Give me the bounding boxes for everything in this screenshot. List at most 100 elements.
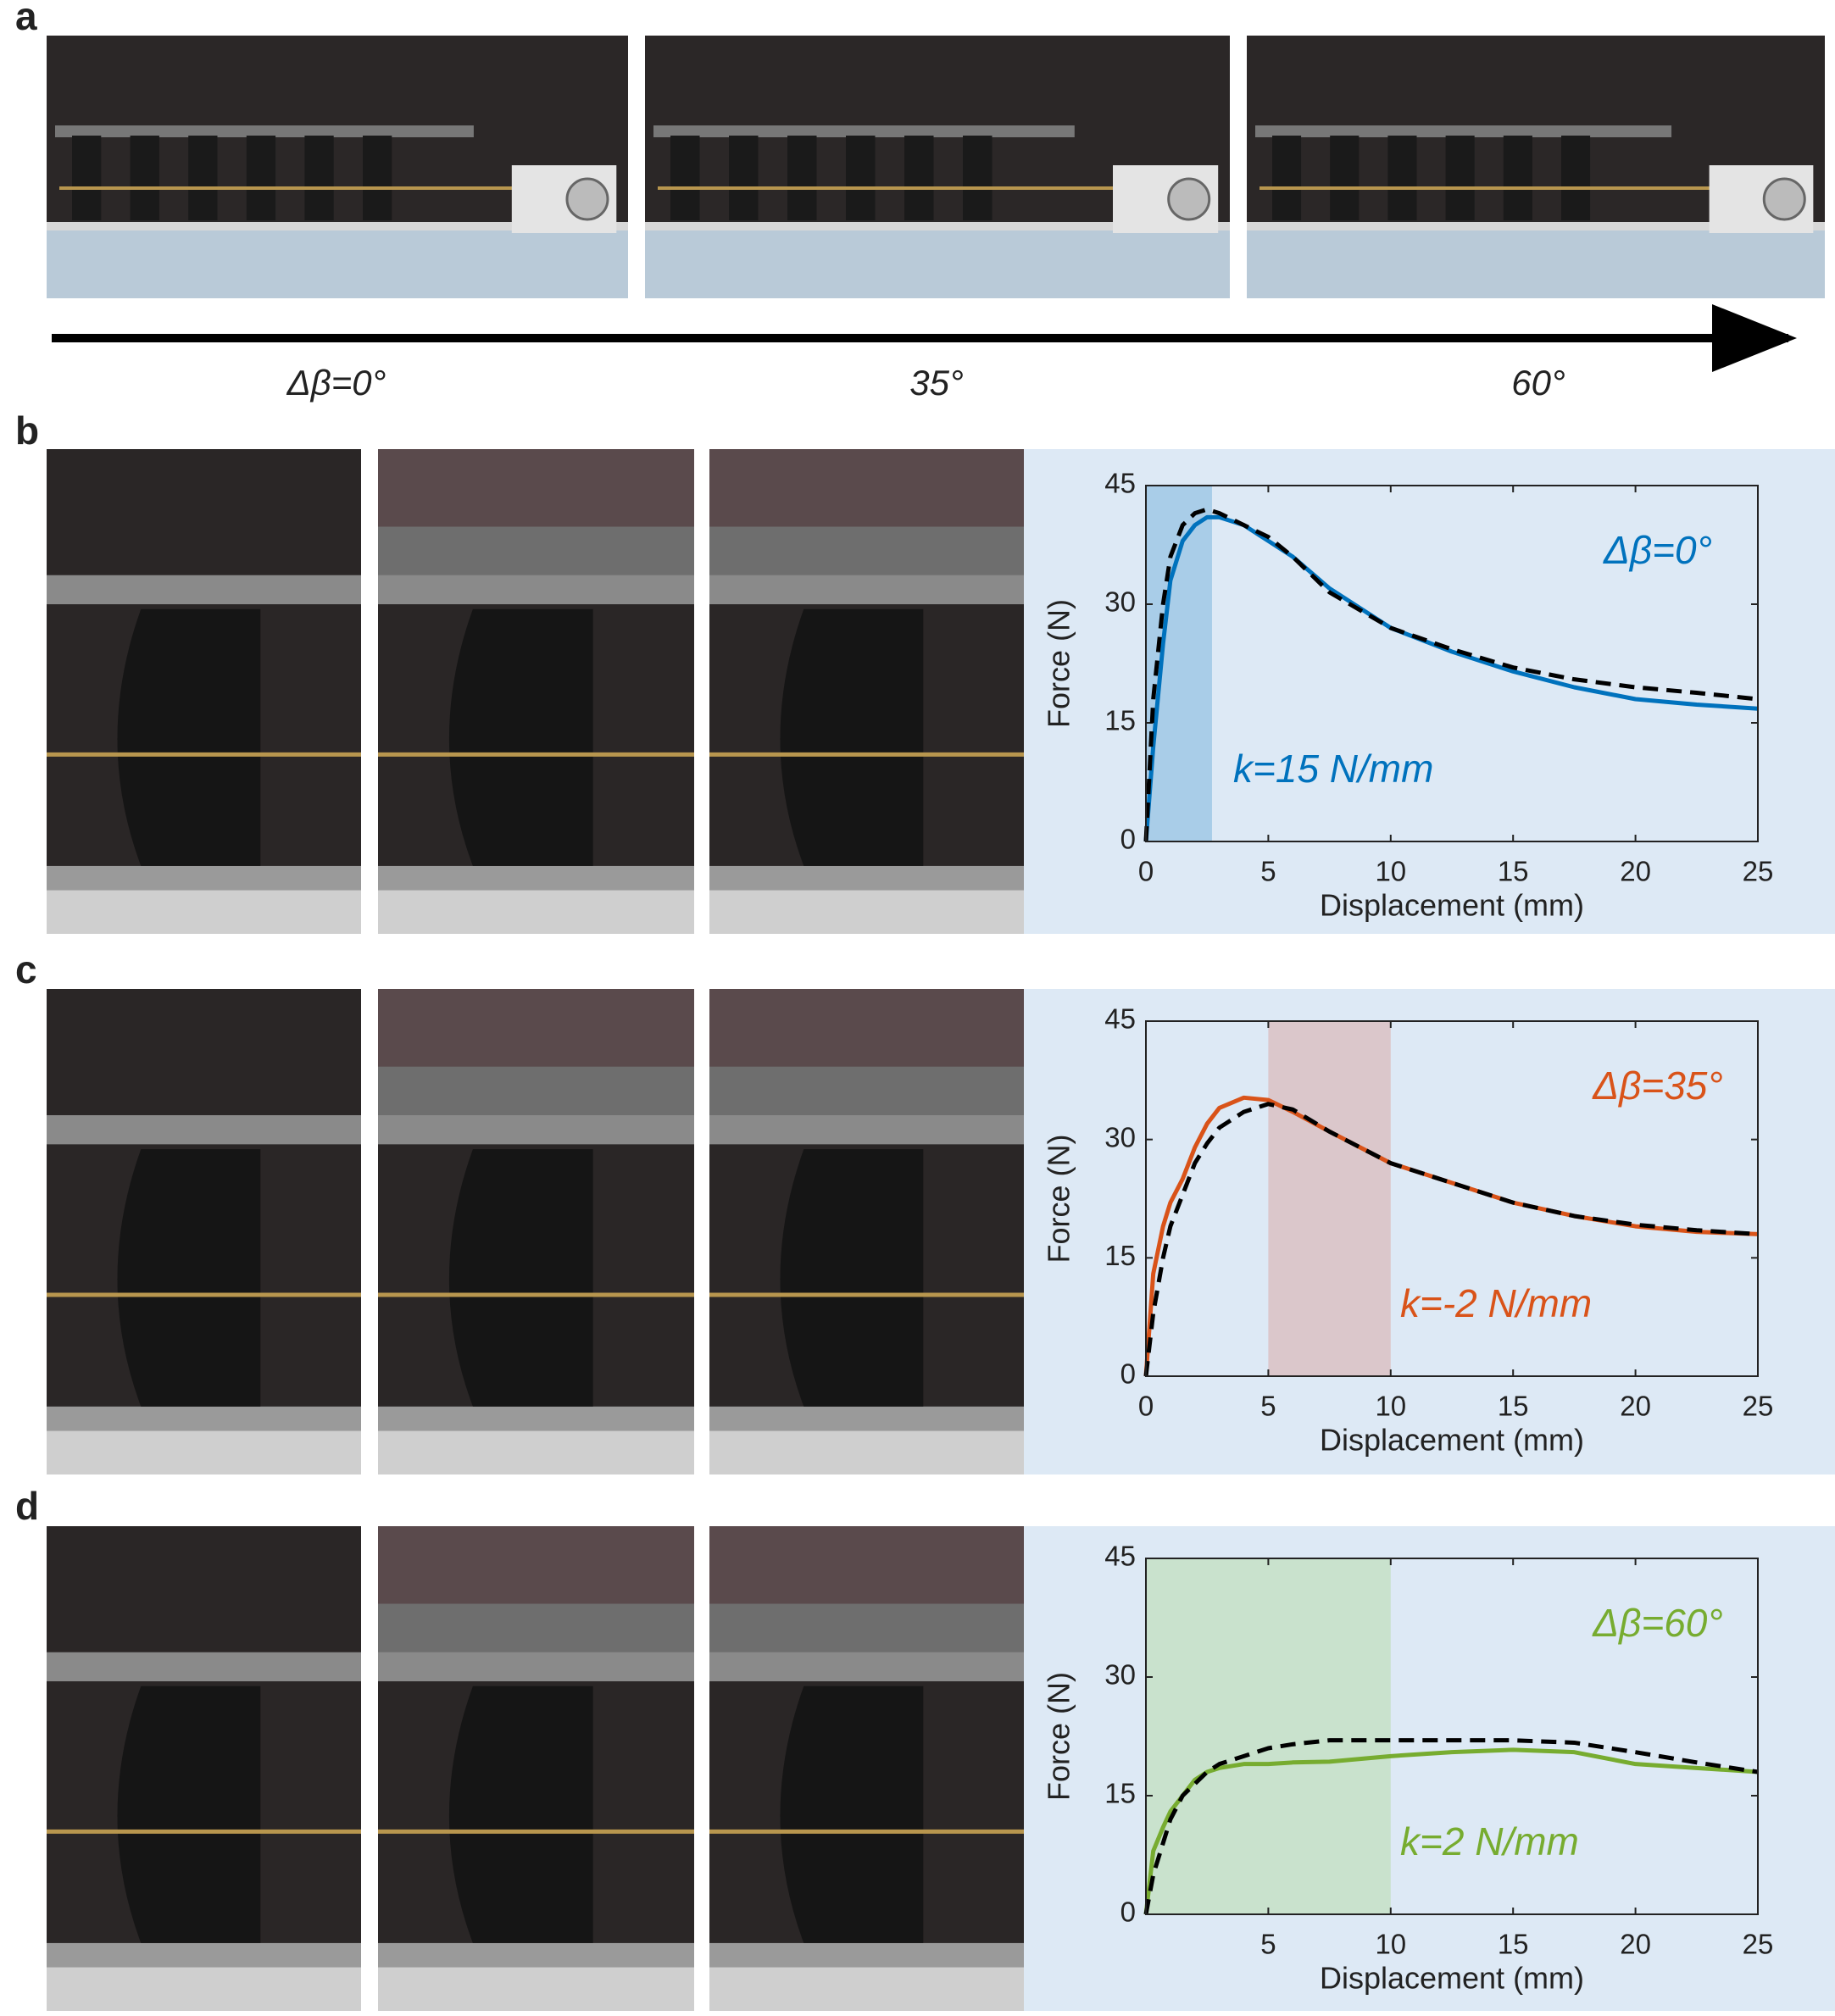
photo-plate xyxy=(378,1942,694,1968)
photo-plate xyxy=(709,575,1024,605)
panel-label: c xyxy=(15,947,37,991)
photo-plate xyxy=(378,575,694,605)
x-tick-label: 5 xyxy=(1260,1391,1276,1422)
photo-floor xyxy=(47,229,628,298)
x-tick-label: 0 xyxy=(1138,856,1154,887)
photo-flexure xyxy=(1503,136,1532,220)
x-tick-label: 25 xyxy=(1743,856,1774,887)
x-tick-label: 10 xyxy=(1375,1929,1406,1960)
photo-flexure xyxy=(363,136,392,220)
x-tick-label: 5 xyxy=(1260,1929,1276,1960)
photo-floor xyxy=(709,890,1024,934)
photo-plate xyxy=(47,575,361,605)
photo-flexure xyxy=(787,136,817,220)
photo-floor xyxy=(709,1430,1024,1475)
photo-wheel xyxy=(1762,177,1806,221)
series-line xyxy=(1143,1747,1759,1915)
photo-flexure xyxy=(188,136,218,220)
y-tick-label: 45 xyxy=(1104,1541,1136,1572)
photo-floor xyxy=(47,890,361,934)
annotation: k=15 N/mm xyxy=(1233,747,1433,791)
photo-flexure xyxy=(117,608,261,866)
series-line xyxy=(1143,507,1759,842)
annotation: k=-2 N/mm xyxy=(1400,1281,1592,1325)
photo-plate xyxy=(47,1652,361,1682)
y-tick-label: 30 xyxy=(1104,586,1136,618)
y-tick-label: 0 xyxy=(1120,1897,1136,1928)
photo-base xyxy=(1247,222,1825,230)
photo-flexure xyxy=(448,608,593,866)
photo-floor xyxy=(378,1430,694,1475)
photo-plate xyxy=(378,1114,694,1145)
annotation: Δβ=35° xyxy=(1592,1064,1723,1108)
x-tick-label: 15 xyxy=(1498,1929,1529,1960)
panel-label: b xyxy=(15,408,39,453)
photo-plate xyxy=(378,865,694,891)
photo-plate xyxy=(378,1652,694,1682)
photo-plate xyxy=(709,865,1024,891)
photo-plate xyxy=(47,1406,361,1431)
x-tick-label: 0 xyxy=(1138,1391,1154,1422)
x-tick-label: 20 xyxy=(1620,856,1651,887)
x-tick-label: 25 xyxy=(1743,1391,1774,1422)
series-line xyxy=(1143,1738,1759,1915)
photo-wheel xyxy=(565,177,609,221)
photo-wheel xyxy=(1167,177,1211,221)
photo-base xyxy=(47,222,628,230)
photo-plate xyxy=(55,125,474,137)
photo-flexure xyxy=(1387,136,1417,220)
photo-flexure xyxy=(130,136,159,220)
axes-box xyxy=(1145,1020,1759,1377)
photo-plate xyxy=(709,1652,1024,1682)
x-tick-label: 5 xyxy=(1260,856,1276,887)
photo-floor xyxy=(378,890,694,934)
annotation: k=2 N/mm xyxy=(1400,1819,1579,1863)
y-axis-label: Force (N) xyxy=(1042,599,1076,728)
photo-floor xyxy=(1247,229,1825,298)
y-tick-label: 30 xyxy=(1104,1121,1136,1152)
photo-flexure xyxy=(117,1149,261,1407)
y-tick-label: 15 xyxy=(1104,1778,1136,1809)
photo-floor xyxy=(47,1967,361,2011)
angle-label: 35° xyxy=(909,363,964,403)
photo-flexure xyxy=(246,136,276,220)
photo-flexure xyxy=(780,1686,924,1943)
series-line xyxy=(1143,1102,1759,1377)
photo-plate xyxy=(709,1406,1024,1431)
photo-plate xyxy=(709,1942,1024,1968)
photo-flexure xyxy=(1445,136,1475,220)
panel-label: d xyxy=(15,1484,39,1528)
x-axis-label: Displacement (mm) xyxy=(1320,888,1584,923)
angle-label: Δβ=0° xyxy=(286,363,386,403)
y-tick-label: 45 xyxy=(1104,468,1136,499)
photo-plate xyxy=(47,1114,361,1145)
photo-flexure xyxy=(846,136,876,220)
photo-plate xyxy=(709,1114,1024,1145)
photo-base xyxy=(645,222,1230,230)
annotation: Δβ=60° xyxy=(1592,1601,1723,1645)
highlight xyxy=(1146,1558,1391,1914)
photo-flexure xyxy=(963,136,993,220)
photo-floor xyxy=(378,1967,694,2011)
photo-plate xyxy=(378,1406,694,1431)
photo-floor xyxy=(709,1967,1024,2011)
x-tick-label: 20 xyxy=(1620,1929,1651,1960)
photo-flexure xyxy=(72,136,102,220)
photo-flexure xyxy=(117,1686,261,1943)
photo-flexure xyxy=(304,136,334,220)
annotation: Δβ=0° xyxy=(1603,528,1712,572)
y-tick-label: 15 xyxy=(1104,705,1136,736)
y-tick-label: 30 xyxy=(1104,1659,1136,1691)
highlight xyxy=(1268,1021,1391,1376)
series-line xyxy=(1143,514,1759,842)
panel-label: a xyxy=(15,0,37,38)
x-tick-label: 25 xyxy=(1743,1929,1774,1960)
photo-plate xyxy=(47,865,361,891)
photo-plate xyxy=(47,1942,361,1968)
x-axis-label: Displacement (mm) xyxy=(1320,1423,1584,1458)
photo-flexure xyxy=(670,136,700,220)
photo-flexure xyxy=(780,1149,924,1407)
photo-flexure xyxy=(729,136,759,220)
y-tick-label: 15 xyxy=(1104,1240,1136,1271)
